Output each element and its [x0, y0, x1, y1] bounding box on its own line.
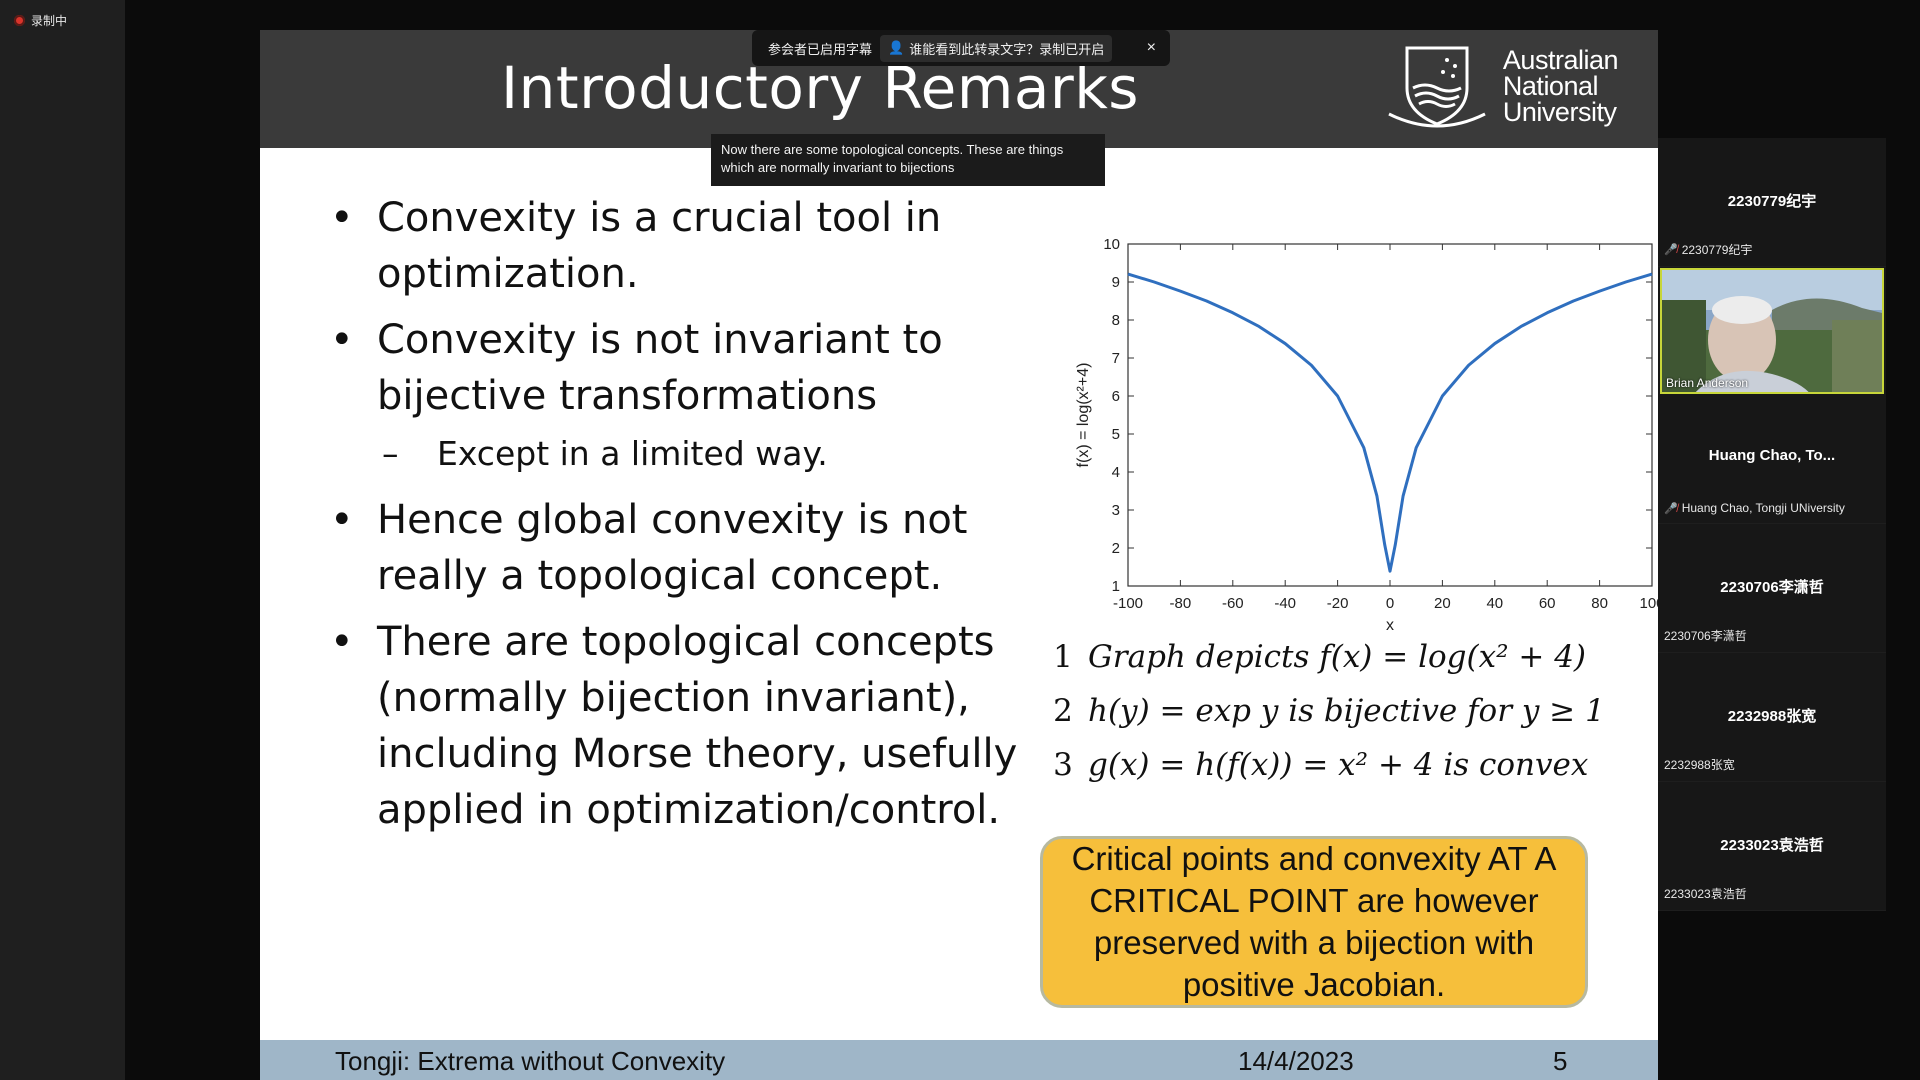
footer-date: 14/4/2023	[1238, 1046, 1354, 1076]
y-tick-label: 8	[1112, 312, 1120, 329]
x-tick-label: -80	[1170, 595, 1192, 612]
bullet-item: • Convexity is not invariant to bijective…	[330, 317, 943, 419]
participant-panel[interactable]: 2230779纪宇 🎤̸ 2230779纪宇 Brian Anderson Hu…	[1658, 138, 1886, 911]
video-name-label: Brian Anderson	[1666, 376, 1749, 390]
callout-box: Critical points and convexity AT A CRITI…	[1040, 836, 1588, 1008]
y-tick-label: 4	[1112, 464, 1120, 481]
participant-tile[interactable]: 2230706李潇哲 2230706李潇哲	[1658, 524, 1886, 653]
bullet-item: • Hence global convexity is not really a …	[330, 497, 968, 599]
left-panel	[0, 0, 125, 1080]
bullet-list: • Convexity is a crucial tool in optimiza…	[322, 190, 1042, 848]
x-tick-label: -60	[1222, 595, 1244, 612]
plot-frame	[1127, 243, 1653, 587]
participant-label: 2232988张宽	[1664, 758, 1735, 772]
footer-title: Tongji: Extrema without Convexity	[335, 1046, 726, 1076]
video-frame-icon	[1662, 270, 1882, 392]
footer-page: 5	[1553, 1046, 1568, 1076]
y-tick-label: 6	[1112, 388, 1120, 405]
y-axis-label: f(x) = log(x²+4)	[1075, 363, 1092, 468]
live-subtitle: Now there are some topological concepts.…	[711, 134, 1105, 186]
participant-label: 🎤̸ Huang Chao, Tongji UNiversity	[1664, 501, 1845, 515]
bullet-item: • Convexity is a crucial tool in optimiza…	[330, 195, 942, 297]
x-tick-label: 20	[1434, 595, 1451, 612]
x-tick-label: 60	[1539, 595, 1556, 612]
y-tick-label: 5	[1112, 426, 1120, 443]
x-tick-label: 80	[1591, 595, 1608, 612]
y-tick-label: 10	[1103, 236, 1120, 253]
formula-row: 2 h(y) = exp y is bijective for y ≥ 1	[1053, 693, 1605, 729]
anu-wordmark: Australian National University	[1502, 45, 1619, 127]
caption-status: 参会者已启用字幕	[768, 41, 873, 57]
x-tick-label: -40	[1274, 595, 1296, 612]
series-line	[1127, 272, 1653, 573]
y-tick-label: 1	[1112, 578, 1120, 595]
anu-crest-icon	[1388, 46, 1486, 128]
recording-label: 录制中	[31, 14, 68, 28]
x-axis-label: x	[1386, 617, 1394, 634]
person-icon: 👤	[888, 40, 905, 55]
y-tick-label: 9	[1112, 274, 1120, 291]
participant-label: 🎤̸ 2230779纪宇	[1664, 243, 1753, 257]
participant-label: 2230706李潇哲	[1664, 629, 1747, 643]
transcript-visibility-link[interactable]: 👤 谁能看到此转录文字？录制已开启	[880, 34, 1113, 62]
participant-tile[interactable]: 2233023袁浩哲 2233023袁浩哲	[1658, 782, 1886, 911]
y-tick-label: 2	[1112, 540, 1120, 557]
formula-row: 1 Graph depicts f(x) = log(x² + 4)	[1053, 639, 1587, 675]
slide-footer: Tongji: Extrema without Convexity 14/4/2…	[260, 1040, 1658, 1080]
x-tick-label: -20	[1327, 595, 1349, 612]
formula-list: 1 Graph depicts f(x) = log(x² + 4) 2 h(y) …	[1038, 630, 1638, 792]
y-tick-label: 7	[1112, 350, 1120, 367]
shared-slide: Introductory Remarks Australian National…	[260, 30, 1658, 1080]
formula-row: 3 g(x) = h(f(x)) = x² + 4 is convex	[1053, 747, 1589, 783]
participant-label: 2233023袁浩哲	[1664, 887, 1747, 901]
recording-indicator[interactable]: 录制中	[14, 12, 67, 29]
bullet-item: • There are topological concepts (normall…	[330, 619, 1018, 833]
caption-bar: 参会者已启用字幕 👤 谁能看到此转录文字？录制已开启 ×	[752, 30, 1170, 66]
participant-video[interactable]: Brian Anderson	[1660, 268, 1884, 394]
participant-tile[interactable]: 2230779纪宇 🎤̸ 2230779纪宇	[1658, 138, 1886, 267]
anu-logo: Australian National University	[1385, 42, 1619, 130]
mic-off-icon: 🎤̸	[1664, 244, 1678, 256]
mic-off-icon: 🎤̸	[1664, 502, 1678, 515]
sub-bullet-item: – Except in a limited way.	[382, 434, 828, 473]
participant-tile[interactable]: Huang Chao, To... 🎤̸ Huang Chao, Tongji …	[1658, 395, 1886, 524]
x-tick-label: 100	[1639, 595, 1658, 612]
y-tick-label: 3	[1112, 502, 1120, 519]
x-tick-label: 0	[1386, 595, 1394, 612]
record-icon	[14, 15, 25, 26]
participant-tile[interactable]: 2232988张宽 2232988张宽	[1658, 653, 1886, 782]
function-plot: -100 -80 -60 -40 -20 0 20 40 60 80 100 1 2 3 4 5 6 7 8 9 10 x…	[1075, 236, 1658, 634]
x-tick-label: 40	[1486, 595, 1503, 612]
x-tick-label: -100	[1113, 595, 1143, 612]
close-icon[interactable]: ×	[1146, 39, 1156, 56]
